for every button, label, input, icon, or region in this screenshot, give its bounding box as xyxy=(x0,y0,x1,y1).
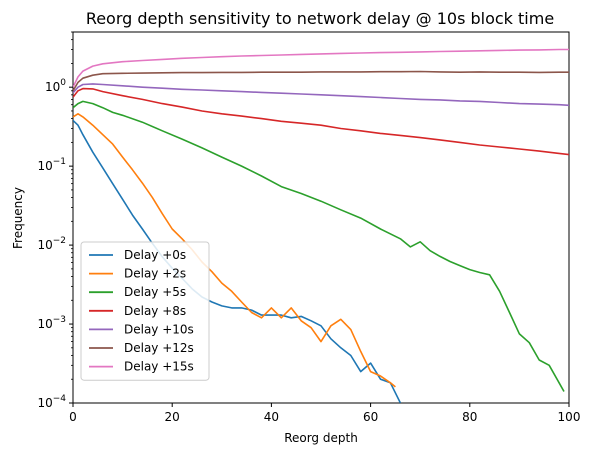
legend-label: Delay +2s xyxy=(124,267,186,281)
series-line-2 xyxy=(73,113,396,388)
series-line-1 xyxy=(73,119,402,403)
legend-label: Delay +0s xyxy=(124,248,186,262)
y-tick-label: 10−1 xyxy=(37,157,66,173)
legend-label: Delay +10s xyxy=(124,322,194,336)
y-tick-label: 10−4 xyxy=(37,394,66,410)
legend: Delay +0s Delay +2s Delay +5s Delay +8s Dela… xyxy=(80,241,210,381)
y-axis-label: Frequency xyxy=(11,187,25,249)
legend-label: Delay +8s xyxy=(124,304,186,318)
y-tick-label: 10−3 xyxy=(37,315,66,331)
x-tick-label: 60 xyxy=(363,410,378,424)
y-axis-ticks: 10−4 10−3 10−2 10−1 100 xyxy=(37,31,73,410)
legend-label: Delay +5s xyxy=(124,285,186,299)
y-tick-label: 10−2 xyxy=(37,236,66,252)
series-line-7 xyxy=(73,48,569,88)
series-line-3 xyxy=(73,100,565,392)
legend-label: Delay +15s xyxy=(124,360,194,374)
legend-box xyxy=(80,241,210,381)
x-tick-label: 100 xyxy=(558,410,581,424)
series-line-5 xyxy=(73,83,569,107)
x-tick-label: 20 xyxy=(165,410,180,424)
x-tick-label: 40 xyxy=(264,410,279,424)
series-line-4 xyxy=(73,87,569,156)
x-tick-label: 0 xyxy=(69,410,77,424)
plot-frame xyxy=(72,31,570,404)
y-tick-label: 100 xyxy=(45,78,66,94)
x-tick-label: 80 xyxy=(462,410,477,424)
chart-title: Reorg depth sensitivity to network delay… xyxy=(86,9,554,28)
series-group xyxy=(73,48,569,403)
plot-area xyxy=(72,31,570,404)
x-axis-label: Reorg depth xyxy=(284,431,358,445)
legend-label: Delay +12s xyxy=(124,341,194,355)
x-axis-ticks: 0 20 40 60 80 100 xyxy=(69,403,580,424)
series-line-6 xyxy=(73,70,569,92)
